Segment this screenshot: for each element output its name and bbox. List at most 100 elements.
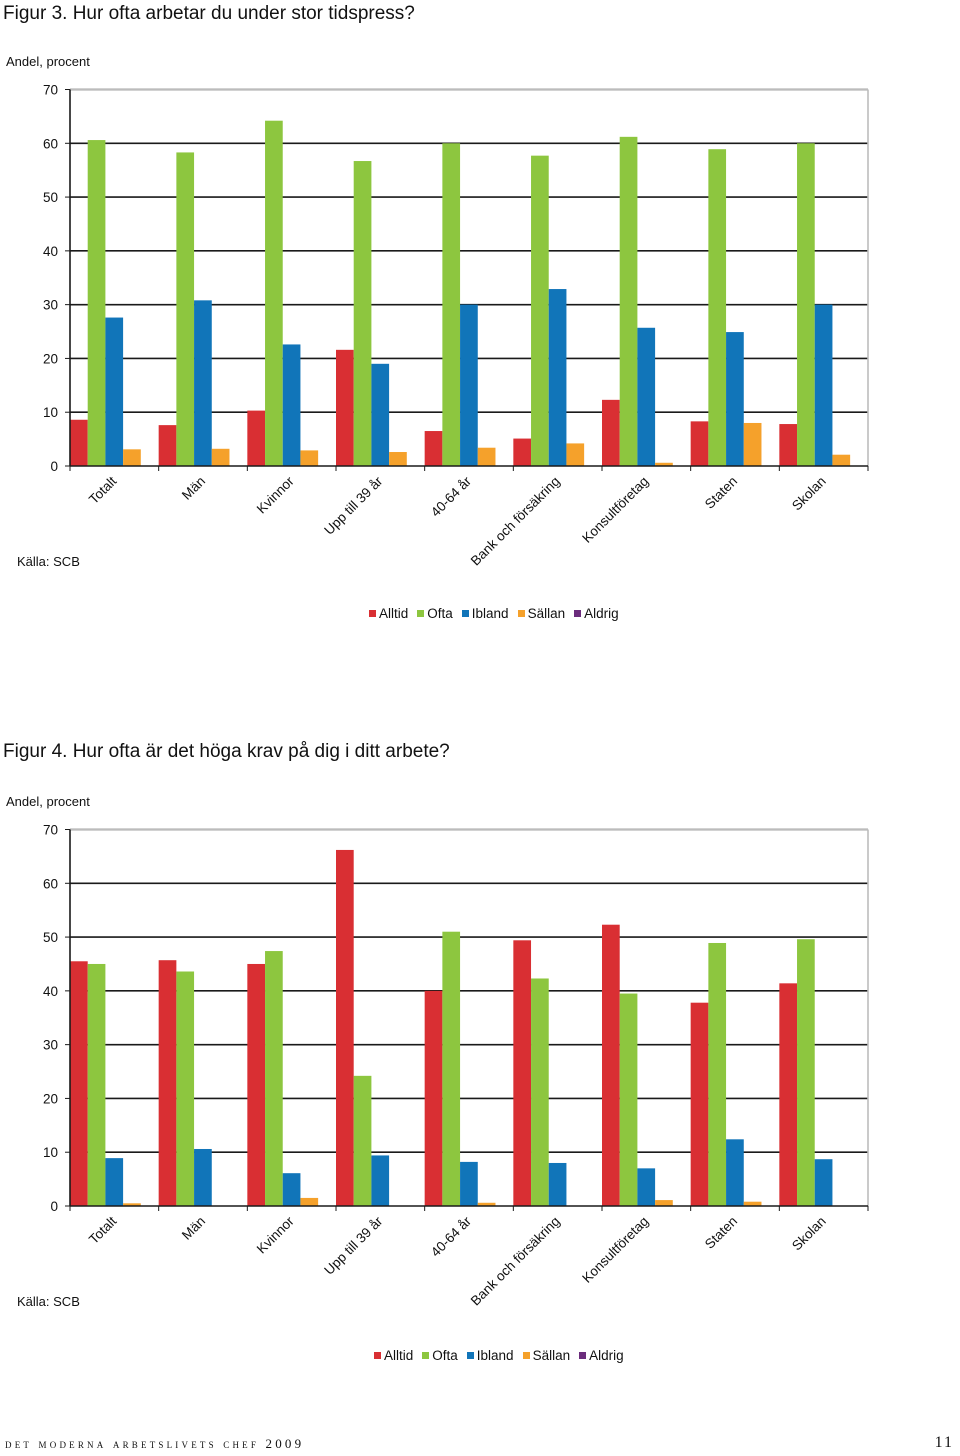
bar-ofta-40-64-ar [442,931,461,1206]
bar-ibland-konsultforetag [637,327,656,466]
bar-ibland-40-64-ar [460,304,478,466]
y-tick-label: 40 [43,244,58,259]
legend-label-ofta: Ofta [432,1348,458,1363]
bar-ofta-totalt [87,963,106,1206]
y-tick-label: 50 [43,190,58,205]
legend-item-alltid: Alltid [369,606,408,621]
x-tick-label-upp-till-39-ar: Upp till 39 år [321,473,386,538]
bar-ibland-upp-till-39-ar [371,1155,390,1206]
bar-alltid-totalt [70,961,88,1206]
legend-item-aldrig: Aldrig [579,1348,624,1363]
bar-ofta-staten [708,149,727,466]
bar-ibland-man [194,300,212,466]
bar-ibland-man [194,1148,212,1206]
x-tick-label-man: Män [179,1214,208,1243]
bar-ofta-bank-och-forsakring [531,978,549,1206]
legend-item-sallan: Sällan [517,606,565,621]
x-tick-label-konsultforetag: Konsultföretag [579,1214,651,1286]
bar-ofta-skolan [797,939,815,1206]
bar-ibland-staten [726,332,744,466]
legend-label-aldrig: Aldrig [584,606,619,621]
bar-sallan-kvinnor [300,450,319,466]
legend-swatch-aldrig [574,610,582,617]
legend-item-alltid: Alltid [374,1348,413,1363]
legend-item-ibland: Ibland [466,1348,514,1363]
bar-ibland-skolan [814,1159,833,1206]
bar-sallan-totalt [123,1203,141,1206]
y-tick-label: 0 [50,1199,58,1214]
legend-swatch-alltid [374,1352,381,1359]
figure-4-chart: 0 10 20 30 40 50 60 70 Totalt Män Kvinnor Upp till … [43,823,869,1309]
bar-alltid-40-64-ar [424,431,443,466]
legend-swatch-sallan [517,610,525,617]
legend-label-ofta: Ofta [427,606,453,621]
bar-ibland-kvinnor [282,1173,301,1206]
legend-item-ofta: Ofta [422,1348,458,1363]
bar-sallan-konsultforetag [655,1200,673,1206]
bar-ofta-kvinnor [265,951,283,1206]
figure-3-y-axis-label: Andel, procent [6,54,90,69]
figure-4-legend: Alltid Ofta Ibland Sällan Aldrig [374,1348,624,1363]
bar-ofta-staten [708,942,727,1206]
bar-alltid-kvinnor [247,410,266,466]
bar-alltid-skolan [779,424,798,466]
bar-ibland-bank-och-forsakring [548,289,567,466]
bar-sallan-kvinnor [300,1197,319,1206]
y-tick-label: 20 [43,351,58,366]
bar-ofta-upp-till-39-ar [353,161,372,466]
legend-swatch-aldrig [579,1352,587,1359]
bar-ibland-bank-och-forsakring [548,1162,567,1206]
bar-sallan-staten [743,1201,762,1206]
x-tick-label-40-64-ar: 40-64 år [428,473,475,520]
bar-sallan-staten [743,422,762,466]
legend-item-sallan: Sällan [522,1348,570,1363]
y-tick-label: 40 [43,984,58,999]
bar-ofta-man [176,971,195,1206]
x-tick-label-staten: Staten [702,1214,740,1252]
x-tick-label-skolan: Skolan [789,474,829,514]
legend-swatch-ofta [422,1352,430,1359]
bar-alltid-staten [690,421,709,466]
legend-swatch-ofta [417,610,425,617]
y-tick-label: 30 [43,1038,58,1053]
x-tick-label-man: Män [179,474,208,503]
x-tick-label-40-64-ar: 40-64 år [428,1213,475,1260]
bar-alltid-upp-till-39-ar [336,849,354,1206]
legend-label-aldrig: Aldrig [589,1348,624,1363]
bar-sallan-man [211,448,230,466]
bar-ofta-konsultforetag [619,136,638,466]
y-tick-label: 50 [43,930,58,945]
figure-4-title: Figur 4. Hur ofta är det höga krav på di… [3,741,450,762]
legend-label-ibland: Ibland [471,606,509,621]
bar-alltid-40-64-ar [424,990,443,1206]
x-tick-label-bank-och-forsakring: Bank och försäkring [468,474,563,569]
bar-alltid-man [158,960,177,1206]
bar-alltid-konsultforetag [602,924,620,1206]
bar-sallan-skolan [832,454,851,466]
x-tick-label-upp-till-39-ar: Upp till 39 år [321,1213,386,1278]
figure-3-source: Källa: SCB [17,554,80,569]
bar-ofta-kvinnor [265,120,283,467]
legend-swatch-ibland [466,1352,474,1359]
legend-label-alltid: Alltid [384,1348,414,1363]
bar-ibland-konsultforetag [637,1168,656,1206]
bar-ibland-totalt [105,1158,124,1206]
x-tick-label-bank-och-forsakring: Bank och försäkring [468,1214,563,1309]
bar-sallan-bank-och-forsakring [566,443,585,466]
page-number: 11 [934,1434,954,1451]
bar-ofta-konsultforetag [619,993,638,1206]
y-tick-label: 10 [43,1145,58,1160]
legend-label-ibland: Ibland [476,1348,514,1363]
y-tick-label: 20 [43,1091,58,1106]
figure-4-source: Källa: SCB [17,1294,80,1309]
bar-ofta-upp-till-39-ar [353,1075,372,1206]
figure-3-title: Figur 3. Hur ofta arbetar du under stor … [3,3,415,24]
bar-alltid-bank-och-forsakring [513,438,532,466]
y-tick-label: 10 [43,405,58,420]
figure-3-legend: Alltid Ofta Ibland Sällan Aldrig [369,606,619,621]
bar-alltid-man [158,425,177,466]
y-tick-label: 60 [43,136,58,151]
bar-sallan-40-64-ar [477,1202,496,1206]
bar-ibland-totalt [105,317,124,466]
x-tick-label-konsultforetag: Konsultföretag [579,474,651,546]
